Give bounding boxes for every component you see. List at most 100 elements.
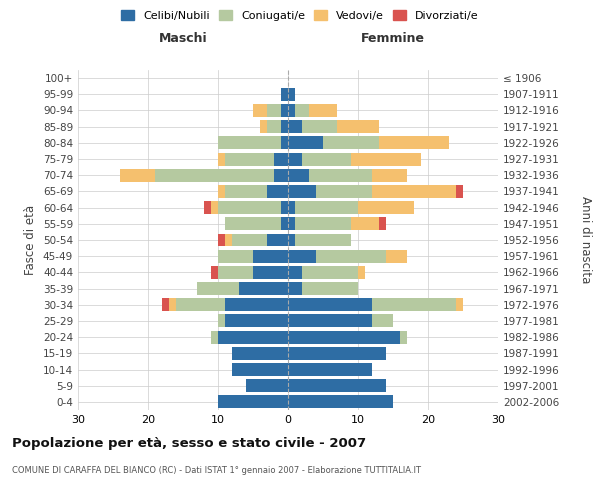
- Bar: [218, 396, 288, 408]
- Bar: [225, 218, 281, 230]
- Bar: [288, 169, 309, 181]
- Bar: [274, 152, 288, 166]
- Bar: [295, 218, 351, 230]
- Bar: [358, 201, 414, 214]
- Bar: [288, 282, 302, 295]
- Bar: [225, 234, 232, 246]
- Text: COMUNE DI CARAFFA DEL BIANCO (RC) - Dati ISTAT 1° gennaio 2007 - Elaborazione TU: COMUNE DI CARAFFA DEL BIANCO (RC) - Dati…: [12, 466, 421, 475]
- Bar: [288, 120, 302, 133]
- Bar: [211, 330, 218, 344]
- Bar: [218, 234, 225, 246]
- Bar: [295, 201, 358, 214]
- Bar: [211, 201, 218, 214]
- Y-axis label: Anni di nascita: Anni di nascita: [579, 196, 592, 284]
- Bar: [225, 298, 288, 311]
- Bar: [386, 250, 407, 262]
- Bar: [302, 266, 358, 279]
- Bar: [274, 169, 288, 181]
- Bar: [218, 152, 225, 166]
- Bar: [288, 379, 386, 392]
- Bar: [288, 330, 400, 344]
- Bar: [302, 282, 358, 295]
- Bar: [288, 314, 372, 328]
- Bar: [225, 152, 274, 166]
- Bar: [372, 314, 393, 328]
- Bar: [295, 234, 351, 246]
- Bar: [218, 185, 225, 198]
- Bar: [267, 104, 281, 117]
- Bar: [288, 298, 372, 311]
- Bar: [218, 330, 288, 344]
- Bar: [281, 136, 288, 149]
- Bar: [281, 120, 288, 133]
- Bar: [155, 169, 274, 181]
- Bar: [288, 185, 316, 198]
- Bar: [288, 396, 393, 408]
- Text: Popolazione per età, sesso e stato civile - 2007: Popolazione per età, sesso e stato civil…: [12, 437, 366, 450]
- Bar: [309, 169, 372, 181]
- Bar: [400, 330, 407, 344]
- Bar: [302, 120, 337, 133]
- Bar: [288, 104, 295, 117]
- Bar: [218, 136, 281, 149]
- Bar: [288, 234, 295, 246]
- Bar: [267, 185, 288, 198]
- Bar: [337, 120, 379, 133]
- Bar: [281, 88, 288, 101]
- Bar: [288, 266, 302, 279]
- Bar: [218, 250, 253, 262]
- Bar: [176, 298, 225, 311]
- Bar: [253, 104, 267, 117]
- Bar: [456, 298, 463, 311]
- Bar: [288, 152, 302, 166]
- Bar: [316, 185, 372, 198]
- Bar: [253, 250, 288, 262]
- Text: Femmine: Femmine: [361, 32, 425, 45]
- Bar: [267, 120, 281, 133]
- Bar: [351, 152, 421, 166]
- Bar: [232, 234, 267, 246]
- Bar: [295, 104, 309, 117]
- Bar: [120, 169, 155, 181]
- Bar: [288, 347, 386, 360]
- Bar: [323, 136, 379, 149]
- Bar: [197, 282, 239, 295]
- Bar: [288, 218, 295, 230]
- Bar: [288, 88, 295, 101]
- Y-axis label: Fasce di età: Fasce di età: [25, 205, 37, 275]
- Bar: [260, 120, 267, 133]
- Bar: [379, 136, 449, 149]
- Bar: [169, 298, 176, 311]
- Bar: [372, 169, 407, 181]
- Bar: [239, 282, 288, 295]
- Bar: [246, 379, 288, 392]
- Bar: [358, 266, 365, 279]
- Bar: [288, 136, 323, 149]
- Bar: [225, 185, 267, 198]
- Bar: [372, 185, 456, 198]
- Bar: [309, 104, 337, 117]
- Bar: [225, 314, 288, 328]
- Bar: [281, 218, 288, 230]
- Bar: [218, 266, 253, 279]
- Bar: [288, 250, 316, 262]
- Bar: [218, 314, 225, 328]
- Bar: [211, 266, 218, 279]
- Bar: [218, 201, 281, 214]
- Bar: [351, 218, 379, 230]
- Bar: [253, 266, 288, 279]
- Bar: [162, 298, 169, 311]
- Bar: [267, 234, 288, 246]
- Bar: [281, 201, 288, 214]
- Bar: [316, 250, 386, 262]
- Bar: [232, 347, 288, 360]
- Bar: [288, 201, 295, 214]
- Bar: [456, 185, 463, 198]
- Bar: [379, 218, 386, 230]
- Bar: [232, 363, 288, 376]
- Legend: Celibi/Nubili, Coniugati/e, Vedovi/e, Divorziati/e: Celibi/Nubili, Coniugati/e, Vedovi/e, Di…: [117, 6, 483, 25]
- Bar: [281, 104, 288, 117]
- Bar: [302, 152, 351, 166]
- Bar: [288, 363, 372, 376]
- Bar: [204, 201, 211, 214]
